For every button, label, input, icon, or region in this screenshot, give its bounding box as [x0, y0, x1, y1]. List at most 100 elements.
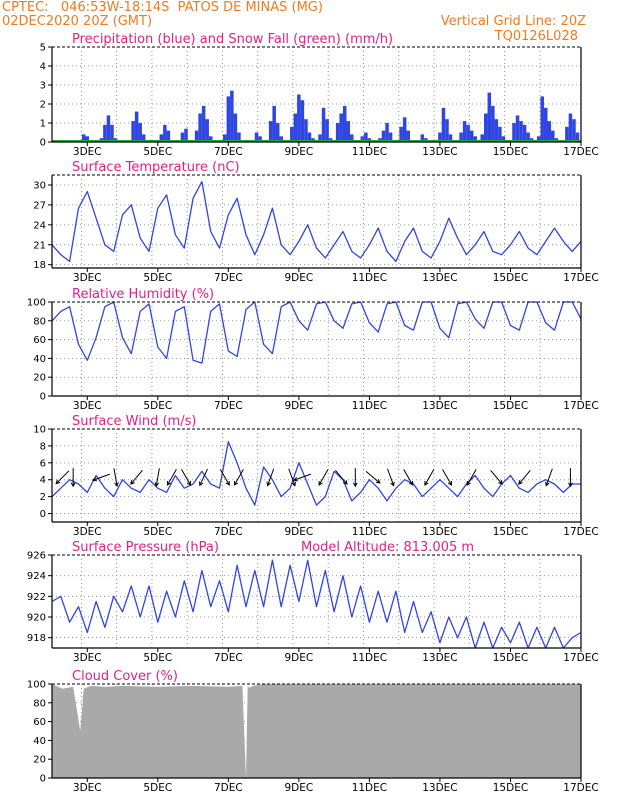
wind-arrow-shaft	[55, 470, 70, 484]
wind-arrow-shaft	[387, 468, 395, 486]
temp-ytick-label: 21	[33, 240, 46, 251]
wind-arrow	[130, 469, 143, 485]
wind-xtick-label: 9DEC	[284, 526, 313, 538]
precip-bar	[540, 96, 544, 142]
rh-xtick-label: 17DEC	[563, 400, 598, 412]
wind-arrow-head	[424, 481, 429, 486]
precip-bar	[402, 117, 407, 142]
precip-xtick-label: 3DEC	[73, 146, 102, 158]
cloud-ytick-label: 40	[33, 736, 46, 747]
cloud-ytick-label: 80	[33, 698, 46, 709]
precip-bar	[205, 119, 209, 142]
wind-arrow	[335, 469, 348, 485]
wind-arrow	[70, 468, 76, 488]
rh-ytick-label: 0	[40, 392, 46, 403]
precip-bar	[487, 92, 492, 142]
pres-subtitle: Model Altitude: 813.005 m	[301, 540, 474, 555]
wind-arrow	[568, 468, 573, 488]
wind-arrow	[318, 469, 329, 486]
wind-arrow-shaft	[92, 473, 111, 481]
precip-bar	[519, 121, 523, 142]
rh-xtick-label: 7DEC	[214, 400, 243, 412]
wind-arrow	[387, 468, 395, 487]
precip-ytick-label: 4	[40, 62, 46, 73]
cloud-xtick-label: 11DEC	[352, 782, 387, 794]
wind-arrow-head	[186, 480, 192, 486]
temp-xtick-label: 13DEC	[422, 272, 457, 284]
pres-xtick-label: 3DEC	[73, 652, 102, 664]
header-station: CPTEC: 046:53W-18:14S PATOS DE MINAS (MG…	[2, 0, 323, 15]
wind-arrow-shaft	[199, 468, 208, 486]
wind-ytick-label: 4	[40, 475, 46, 486]
wind-arrow-shaft	[267, 468, 275, 486]
temp-ytick-label: 18	[33, 260, 46, 271]
wind-arrow-head	[318, 481, 323, 486]
precip-xtick-label: 5DEC	[143, 146, 172, 158]
cloud-xtick-label: 13DEC	[422, 782, 457, 794]
temp-xtick-label: 7DEC	[214, 272, 243, 284]
rh-xtick-label: 13DEC	[422, 400, 457, 412]
precip-bar	[445, 119, 449, 142]
precip-bar	[565, 126, 569, 142]
wind-arrow-head	[199, 481, 204, 487]
temp-ytick-label: 27	[33, 200, 46, 211]
precip-bar	[307, 132, 312, 142]
wind-ytick-label: 10	[33, 425, 46, 436]
temp-xtick-label: 17DEC	[563, 272, 598, 284]
cloud-xtick-label: 7DEC	[214, 782, 243, 794]
precip-bar	[448, 134, 453, 142]
precip-bar	[484, 113, 488, 142]
precip-title: Precipitation (blue) and Snow Fall (gree…	[72, 32, 393, 47]
wind-arrow-head	[390, 481, 395, 487]
precip-bar	[163, 124, 167, 142]
wind-ytick-label: 2	[40, 492, 46, 503]
pres-title: Surface Pressure (hPa)	[72, 540, 219, 555]
temp-title: Surface Temperature (nC)	[72, 160, 240, 175]
wind-arrow	[266, 468, 275, 487]
cloud-xtick-label: 9DEC	[284, 782, 313, 794]
wind-arrow-head	[292, 476, 298, 482]
header-date: 02DEC2020 20Z (GMT)	[2, 14, 152, 29]
temp-xtick-label: 5DEC	[143, 272, 172, 284]
precip-bar	[138, 123, 142, 142]
temp-panel: 18 21 24 27 30 3DEC 5DEC 7DEC 9DEC 11DEC 13DEC 15DE…	[33, 160, 598, 284]
temp-ytick-label: 30	[33, 180, 46, 191]
precip-bar	[572, 119, 576, 142]
precip-bar	[462, 121, 467, 142]
precip-xtick-label: 15DEC	[493, 146, 528, 158]
precip-bar	[233, 113, 238, 142]
wind-arrow	[545, 468, 553, 487]
wind-xtick-label: 11DEC	[352, 526, 387, 538]
wind-arrow-head	[114, 482, 119, 488]
pres-ytick-label: 922	[27, 592, 46, 603]
precip-bar	[110, 124, 114, 142]
precip-xtick-label: 17DEC	[563, 146, 598, 158]
rh-ytick-label: 20	[33, 373, 46, 384]
panels: 0 1 2 3 4 5 3DEC 5DEC 7DEC 9DEC 11DEC 13DEC 15DEC 17D…	[27, 32, 599, 794]
pres-ytick-label: 918	[27, 633, 46, 644]
precip-xtick-label: 7DEC	[214, 146, 243, 158]
precip-bar	[141, 134, 146, 142]
precip-bar	[459, 132, 463, 142]
cloud-title: Cloud Cover (%)	[72, 669, 178, 684]
pres-ytick-label: 924	[27, 571, 46, 582]
rh-ytick-label: 60	[33, 335, 46, 346]
precip-bar	[342, 105, 347, 142]
cloud-xtick-label: 3DEC	[73, 782, 102, 794]
precip-ytick-label: 0	[40, 138, 46, 149]
wind-arrow-head	[291, 481, 296, 487]
wind-arrow-head	[466, 480, 471, 486]
precip-bar	[543, 107, 548, 142]
precip-bar	[522, 124, 527, 142]
precip-bar	[335, 123, 340, 142]
wind-arrow-shaft	[403, 469, 414, 486]
precip-bar	[547, 121, 552, 142]
wind-arrow-shaft	[130, 469, 143, 485]
wind-arrow-shaft	[490, 469, 503, 485]
precip-bar	[339, 113, 343, 142]
precip-bar	[498, 126, 502, 142]
precip-bar	[275, 123, 280, 142]
wind-arrow-head	[409, 480, 414, 486]
wind-arrow-shaft	[442, 469, 452, 486]
